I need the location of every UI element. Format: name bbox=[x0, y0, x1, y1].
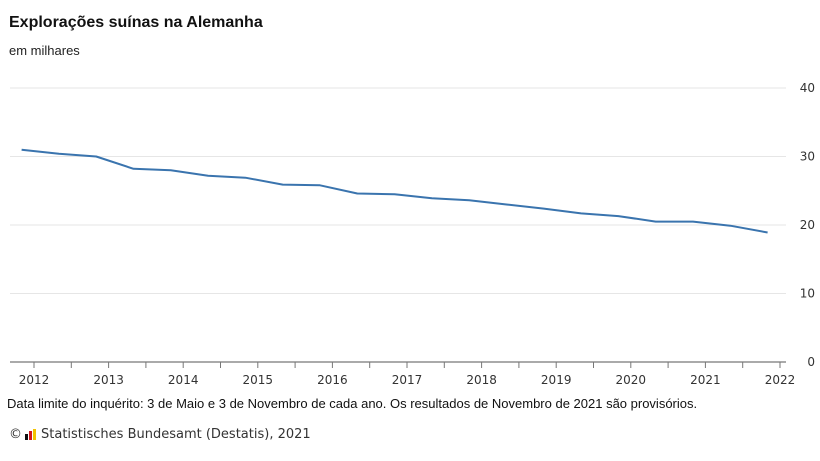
x-tick-label: 2012 bbox=[19, 373, 50, 387]
data-point bbox=[543, 208, 545, 210]
x-tick-label: 2020 bbox=[616, 373, 647, 387]
data-point bbox=[58, 153, 60, 155]
x-tick-label: 2015 bbox=[243, 373, 274, 387]
copyright-symbol: © bbox=[9, 427, 22, 442]
y-tick-label: 30 bbox=[800, 150, 815, 164]
data-point bbox=[617, 215, 619, 217]
source-text: Statistisches Bundesamt (Destatis), 2021 bbox=[41, 427, 311, 442]
x-tick-label: 2018 bbox=[466, 373, 497, 387]
data-point bbox=[282, 184, 284, 186]
data-point bbox=[729, 225, 731, 227]
data-point bbox=[431, 197, 433, 199]
data-point bbox=[767, 232, 769, 234]
logo-bar-black bbox=[25, 434, 28, 440]
data-point bbox=[580, 212, 582, 214]
y-tick-label: 10 bbox=[800, 287, 815, 301]
logo-bar-red bbox=[29, 431, 32, 440]
x-tick-label: 2021 bbox=[690, 373, 721, 387]
data-point bbox=[468, 199, 470, 201]
footnote: Data limite do inquérito: 3 de Maio e 3 … bbox=[7, 396, 698, 411]
x-tick-label: 2019 bbox=[541, 373, 572, 387]
source-line: © Statistisches Bundesamt (Destatis), 20… bbox=[9, 427, 311, 442]
y-tick-label: 20 bbox=[800, 218, 815, 232]
data-point bbox=[207, 175, 209, 177]
data-point bbox=[692, 221, 694, 223]
data-point bbox=[95, 156, 97, 158]
data-point bbox=[21, 149, 23, 151]
logo-bar-gold bbox=[33, 429, 36, 440]
destatis-logo-icon bbox=[25, 429, 37, 440]
data-point bbox=[319, 184, 321, 186]
x-tick-label: 2022 bbox=[765, 373, 796, 387]
y-tick-label: 0 bbox=[807, 355, 815, 369]
x-tick-label: 2014 bbox=[168, 373, 199, 387]
data-point bbox=[505, 203, 507, 205]
data-point bbox=[655, 221, 657, 223]
data-point bbox=[356, 192, 358, 194]
x-tick-label: 2016 bbox=[317, 373, 348, 387]
data-point bbox=[394, 193, 396, 195]
data-point bbox=[170, 169, 172, 171]
line-chart: 0 10 20 30 40 2012 2013 2014 2015 2016 2017 2018 201… bbox=[10, 81, 815, 387]
chart-title: Explorações suínas na Alemanha bbox=[9, 14, 263, 31]
data-point bbox=[244, 177, 246, 179]
y-tick-label: 40 bbox=[800, 81, 815, 95]
chart-subtitle: em milhares bbox=[9, 43, 80, 58]
series-line bbox=[21, 148, 768, 234]
data-point bbox=[132, 168, 134, 170]
x-tick-label: 2017 bbox=[392, 373, 423, 387]
x-tick-label: 2013 bbox=[93, 373, 124, 387]
